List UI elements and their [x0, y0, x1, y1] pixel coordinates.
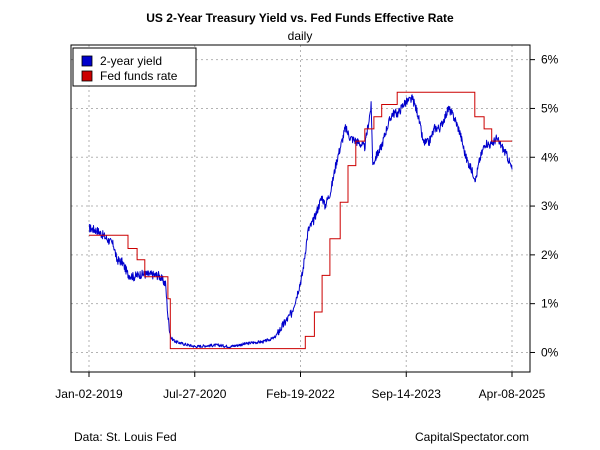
y-tick-label: 3% — [541, 199, 559, 213]
y-tick-label: 2% — [541, 248, 559, 262]
grid — [71, 45, 530, 372]
plot-frame — [70, 44, 531, 373]
y-tick-label: 1% — [541, 297, 559, 311]
y-tick-label: 6% — [541, 53, 559, 67]
series-line-fed-funds — [89, 91, 512, 350]
series-group — [88, 91, 513, 350]
legend: 2-year yield Fed funds rate — [72, 47, 197, 87]
y-tick-label: 4% — [541, 150, 559, 164]
x-tick-label: Feb-19-2022 — [266, 387, 335, 401]
legend-label-2yr: 2-year yield — [100, 54, 162, 68]
y-tick-label: 0% — [541, 345, 559, 359]
chart-title: US 2-Year Treasury Yield vs. Fed Funds E… — [146, 11, 454, 25]
data-source-note: Data: St. Louis Fed — [74, 430, 177, 444]
axes: 0% 1% 2% 3% 4% 5% 6% Jan-02-2019 Jul-27-2020 Feb-… — [55, 53, 558, 401]
x-tick-label: Jan-02-2019 — [55, 387, 123, 401]
x-tick-label: Sep-14-2023 — [372, 387, 442, 401]
chart-subtitle: daily — [288, 29, 313, 43]
legend-label-fedfunds: Fed funds rate — [100, 69, 178, 83]
legend-swatch-2yr — [81, 55, 93, 67]
x-tick-label: Apr-08-2025 — [479, 387, 546, 401]
legend-swatch-fedfunds — [81, 70, 93, 82]
legend-box — [72, 47, 197, 87]
series-line-2yr-yield — [88, 94, 513, 349]
site-credit: CapitalSpectator.com — [414, 430, 529, 444]
y-tick-label: 5% — [541, 101, 559, 115]
x-tick-label: Jul-27-2020 — [163, 387, 227, 401]
